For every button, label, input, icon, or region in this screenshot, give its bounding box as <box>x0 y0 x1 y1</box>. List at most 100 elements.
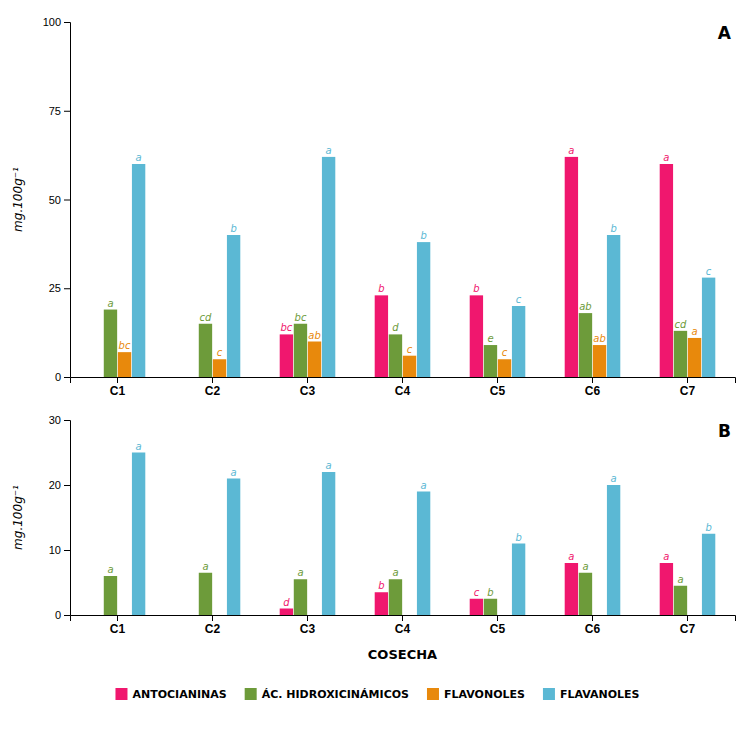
bar <box>688 338 701 377</box>
x-tick: C5 <box>490 377 506 398</box>
panel: 0102030C1C2C3C4C5C6C7dbcaaaaaabaaaaaabab… <box>11 414 736 662</box>
bar-annotation: a <box>297 567 303 578</box>
x-axis: C1 C2 C3 C4 C5 C6 C7 <box>71 377 736 398</box>
bar <box>470 599 483 615</box>
tick-mark <box>307 615 308 621</box>
axis-line <box>71 616 736 622</box>
bar <box>702 278 715 377</box>
panel-title: B <box>718 421 731 441</box>
x-tick: C4 <box>395 377 411 398</box>
bar <box>579 573 592 615</box>
bar <box>185 615 198 616</box>
legend: ANTOCIANINASÁC. HIDROXICINÁMICOSFLAVONOL… <box>115 688 639 701</box>
bar-annotation: b <box>515 532 521 543</box>
bar <box>660 563 673 615</box>
bar-annotation: ab <box>579 301 591 312</box>
bar <box>213 359 226 377</box>
bar <box>498 359 511 377</box>
bar-annotation: a <box>136 441 142 452</box>
tick-mark <box>64 485 70 486</box>
tick-mark <box>307 377 308 383</box>
axis-line <box>71 378 736 384</box>
series <box>104 573 687 615</box>
y-tick: 50 <box>49 194 70 206</box>
bar <box>322 157 335 377</box>
bar <box>199 324 212 377</box>
tick-label: C4 <box>395 384 411 398</box>
legend-item: ÁC. HIDROXICINÁMICOS <box>245 688 409 701</box>
x-tick: C7 <box>680 377 696 398</box>
bar-annotation: b <box>473 283 479 294</box>
bar <box>417 242 430 377</box>
y-axis-title: mg.100g⁻¹ <box>11 167 25 232</box>
bar <box>484 345 497 377</box>
tick-label: 10 <box>49 544 61 556</box>
bar-annotation: ab <box>593 333 605 344</box>
x-tick: C3 <box>300 377 316 398</box>
bar-annotation: b <box>378 580 384 591</box>
y-tick: 20 <box>49 479 70 491</box>
legend-label: ÁC. HIDROXICINÁMICOS <box>262 688 409 701</box>
bar <box>593 345 606 377</box>
bar-annotation: a <box>392 567 398 578</box>
tick-mark <box>402 615 403 621</box>
tick-label: 30 <box>49 414 61 426</box>
bar-annotation: a <box>582 561 588 572</box>
y-tick: 0 <box>55 371 70 383</box>
panel: 0255075100C1C2C3C4C5C6C7bcbbaaacdbcdeabc… <box>11 16 736 398</box>
bar-annotation: b <box>705 522 711 533</box>
tick-label: 20 <box>49 479 61 491</box>
data-labels: bcbbaaacdbcdeabcdbccabccabaababcbc <box>107 145 711 358</box>
bar-annotation: d <box>283 597 290 608</box>
tick-mark <box>212 377 213 383</box>
legend-swatch <box>115 688 127 700</box>
series <box>104 310 687 377</box>
bar-annotation: a <box>568 551 574 562</box>
bar <box>593 615 606 616</box>
y-axis-title: mg.100g⁻¹ <box>11 485 25 550</box>
tick-label: C2 <box>205 384 221 398</box>
bar-annotation: a <box>136 152 142 163</box>
tick-mark <box>497 615 498 621</box>
bar <box>90 377 103 378</box>
bar <box>470 295 483 377</box>
bar-annotation: a <box>231 467 237 478</box>
bar-annotation: b <box>420 230 426 241</box>
bar-annotation: a <box>202 561 208 572</box>
tick-label: C2 <box>205 622 221 636</box>
x-tick: C4 <box>395 615 411 636</box>
legend-item: FLAVANOLES <box>543 688 640 701</box>
bar <box>118 352 131 377</box>
tick-mark <box>117 377 118 383</box>
bar <box>104 576 117 615</box>
bar <box>607 235 620 377</box>
tick-mark <box>117 615 118 621</box>
bar-annotation: d <box>392 322 399 333</box>
bar-annotation: cd <box>200 312 212 323</box>
tick-mark <box>64 615 70 616</box>
bar <box>674 586 687 615</box>
bar-annotation: a <box>611 473 617 484</box>
axis-line <box>64 23 71 378</box>
chart-container: 0255075100C1C2C3C4C5C6C7bcbbaaacdbcdeabc… <box>0 0 755 735</box>
bar-annotation: bc <box>119 340 131 351</box>
bar <box>512 544 525 616</box>
y-tick: 30 <box>49 414 70 426</box>
bar <box>104 310 117 377</box>
series <box>280 157 673 377</box>
legend-label: FLAVONOLES <box>444 688 525 701</box>
tick-label: C6 <box>585 384 601 398</box>
bar-annotation: c <box>474 587 480 598</box>
legend-item: FLAVONOLES <box>427 688 525 701</box>
tick-label: C1 <box>110 384 126 398</box>
bar-annotation: a <box>107 564 113 575</box>
bar <box>688 615 701 616</box>
y-tick: 0 <box>55 609 70 621</box>
legend-swatch <box>427 688 439 700</box>
bar <box>565 157 578 377</box>
bar-annotation: c <box>706 266 712 277</box>
bar-annotation: a <box>568 145 574 156</box>
bar-annotation: a <box>421 480 427 491</box>
bar <box>403 356 416 377</box>
bar-annotation: b <box>487 587 493 598</box>
